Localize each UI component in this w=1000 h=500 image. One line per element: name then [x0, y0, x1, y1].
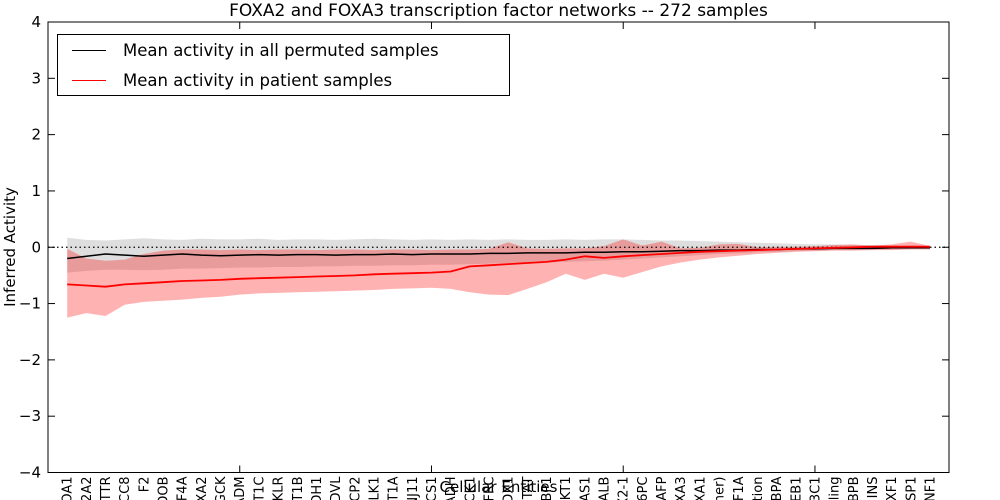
x-category-label: HADH: [444, 477, 459, 500]
x-category-label: TFRC: [483, 477, 498, 500]
x-category-label: UCP2: [348, 477, 363, 500]
y-tick-label: −4: [19, 464, 41, 482]
x-category-label: HNF4A: [176, 476, 191, 500]
x-category-label: G6PC: [636, 477, 651, 500]
y-tick-label: −3: [19, 407, 41, 425]
y-tick-label: −1: [19, 295, 41, 313]
x-category-label: KCNJ11: [406, 477, 421, 500]
x-category-label: GCK: [214, 476, 229, 500]
x-category-label: CPT1C: [252, 477, 267, 500]
legend: Mean activity in all permuted samples Me…: [57, 34, 510, 96]
x-category-label: FOXA3: [674, 477, 689, 500]
x-category-label: BDH1: [310, 477, 325, 500]
band-patient: [67, 239, 930, 318]
legend-item-permuted: Mean activity in all permuted samples: [72, 41, 509, 60]
x-category-label: NKX2-1: [617, 477, 632, 500]
x-category-label: FOXF1: [885, 477, 900, 500]
legend-line-sample-red: [72, 79, 106, 81]
legend-item-patient: Mean activity in patient samples: [72, 71, 509, 90]
x-category-label: chromatin remodeling: [828, 477, 843, 500]
x-category-label: ABCC8: [118, 477, 133, 500]
x-category-label: TTR: [99, 477, 114, 500]
x-category-label: NF1: [924, 477, 939, 500]
x-category-label: ACADM: [233, 477, 248, 500]
x-category-label: SLC2A2: [80, 477, 95, 500]
x-category-label: PDX1: [502, 477, 517, 500]
x-category-label: FOXA2: [195, 477, 210, 500]
y-tick-label: 0: [31, 238, 41, 256]
x-category-label: FOXA1: [693, 477, 708, 500]
x-category-label: CREB1: [789, 477, 804, 500]
x-category-label: TAT: [521, 476, 536, 500]
x-category-label: IGFBP1: [540, 477, 555, 500]
legend-label-patient: Mean activity in patient samples: [123, 70, 393, 90]
line-patient-mean: [67, 245, 930, 288]
x-category-label: ALDOB: [157, 477, 172, 500]
y-tick-label: 4: [31, 13, 41, 31]
x-category-label: CPT1A: [387, 476, 402, 500]
y-tick-label: 2: [31, 126, 41, 144]
x-category-label: DLK1: [367, 477, 382, 500]
x-category-label: HNF1A (dimer): [713, 477, 728, 500]
y-tick-label: 1: [31, 182, 41, 200]
x-category-label: CPT1B: [291, 477, 306, 500]
x-category-label: ACADVL: [329, 476, 344, 500]
x-category-label: SP1: [904, 477, 919, 500]
y-tick-label: 3: [31, 69, 41, 87]
legend-label-permuted: Mean activity in all permuted samples: [123, 40, 439, 60]
x-category-label: CEBPB: [847, 477, 862, 500]
legend-line-sample-black: [72, 49, 106, 51]
y-tick-label: −2: [19, 351, 41, 369]
x-category-label: ALB: [598, 477, 613, 500]
x-category-label: NR3C1: [808, 477, 823, 500]
x-category-label: AFP: [655, 476, 670, 500]
x-category-label: ALAS1: [578, 477, 593, 500]
x-axis-label: Cellular Entities: [439, 478, 558, 496]
x-category-label: PCK1: [463, 477, 478, 500]
x-category-label: HMGCS1: [425, 477, 440, 500]
x-category-label: INS: [866, 477, 881, 499]
chart-title: FOXA2 and FOXA3 transcription factor net…: [229, 1, 768, 21]
x-category-label: response to starvation: [751, 477, 766, 500]
x-category-label: HNF1A: [732, 476, 747, 500]
x-category-label: APOA1: [61, 477, 76, 500]
y-axis-label: Inferred Activity: [1, 187, 19, 307]
x-category-label: F2: [137, 477, 152, 493]
x-category-label: AKT1: [559, 477, 574, 500]
band-permuted: [67, 237, 930, 273]
x-category-label: PKLR: [272, 477, 287, 500]
x-category-label: CEBPA: [770, 476, 785, 500]
